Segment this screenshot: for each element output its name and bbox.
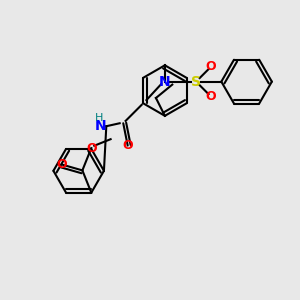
Text: O: O bbox=[56, 158, 67, 171]
Text: O: O bbox=[122, 139, 133, 152]
Text: O: O bbox=[86, 142, 97, 154]
Text: O: O bbox=[206, 90, 216, 103]
Text: N: N bbox=[95, 119, 107, 133]
Text: H: H bbox=[95, 113, 103, 123]
Text: N: N bbox=[159, 75, 171, 88]
Text: S: S bbox=[191, 75, 201, 88]
Text: O: O bbox=[206, 60, 216, 73]
